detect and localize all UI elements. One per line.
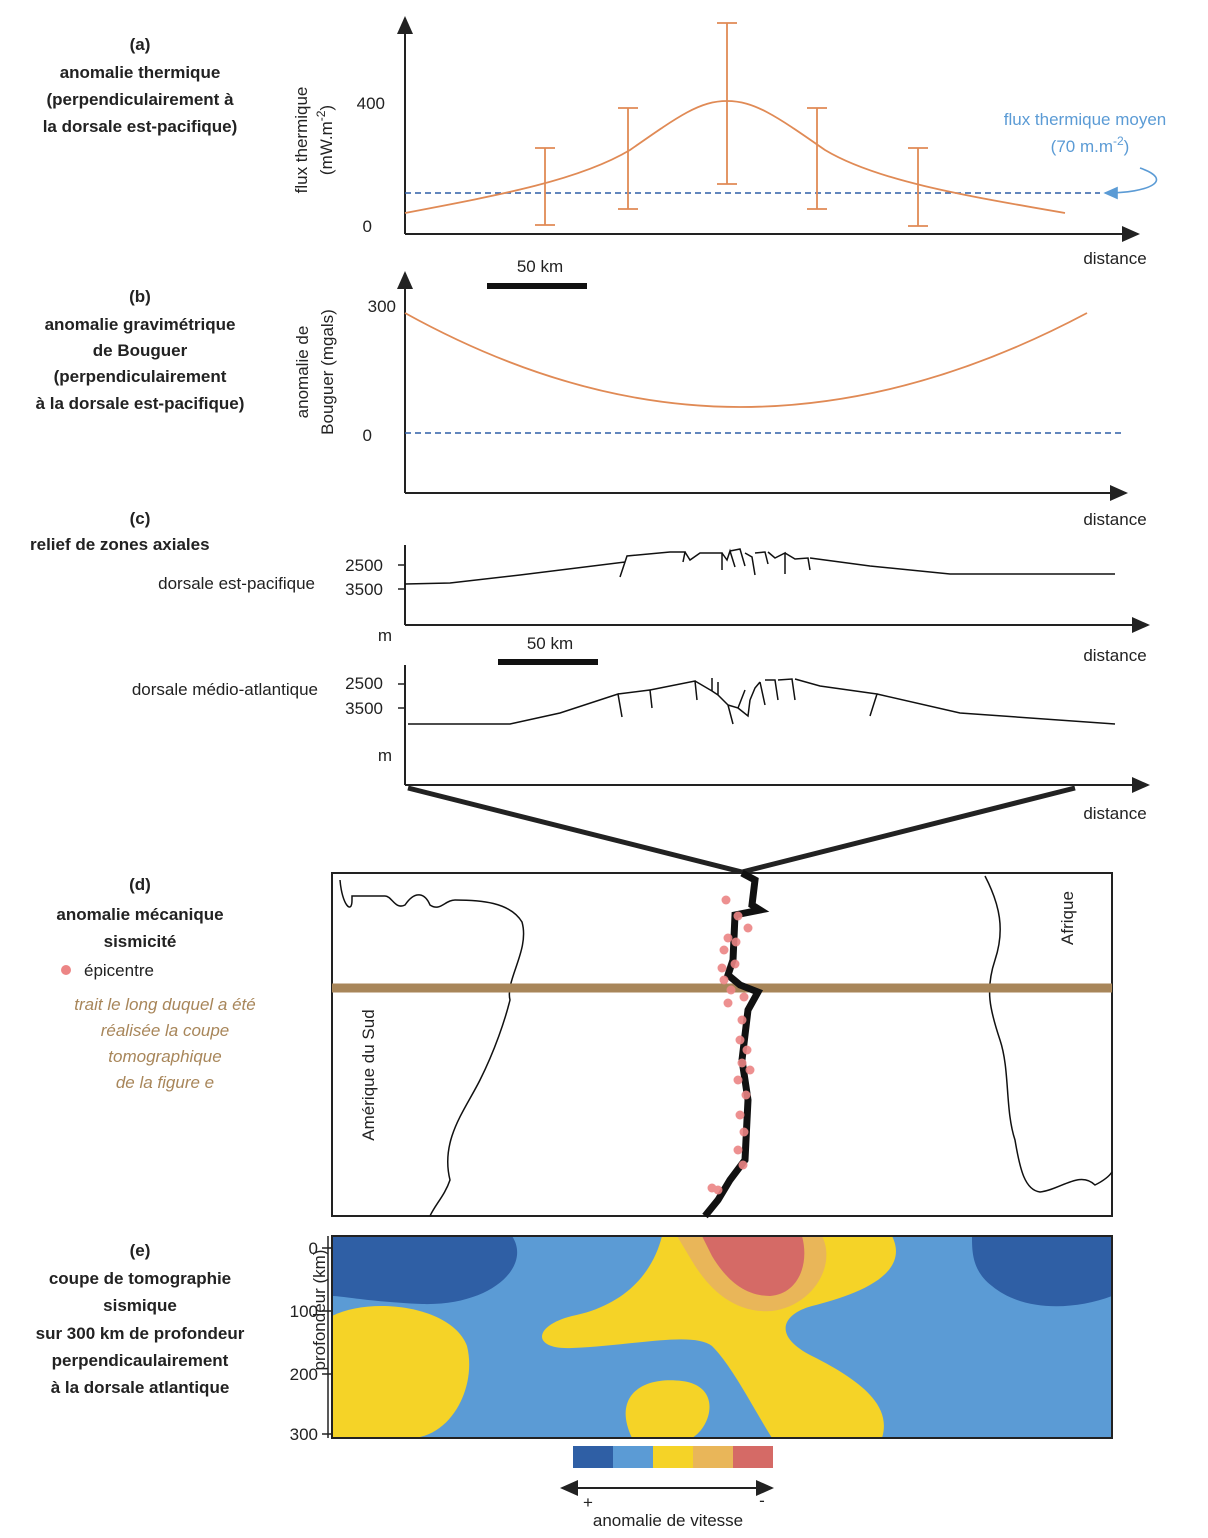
y-label-sup: -2 bbox=[314, 110, 328, 121]
panel-letter: (b) bbox=[129, 287, 151, 306]
panel-title: anomalie mécanique bbox=[56, 905, 223, 924]
y-tick-label: 100 bbox=[290, 1302, 318, 1321]
y-tick-label: 0 bbox=[363, 217, 372, 236]
mean-sup: -2 bbox=[1113, 134, 1124, 148]
panel-title: de Bouguer bbox=[93, 341, 188, 360]
panel-title: (perpendiculairement bbox=[54, 367, 227, 386]
scale-label: 50 km bbox=[527, 634, 573, 653]
y-tick-label: 0 bbox=[309, 1239, 318, 1258]
y-label: anomalie de bbox=[293, 326, 312, 419]
x-label: distance bbox=[1083, 646, 1146, 665]
x-label: distance bbox=[1083, 804, 1146, 823]
relief-profile bbox=[404, 548, 1115, 585]
legend-title: anomalie de vitesse bbox=[593, 1511, 743, 1530]
panel-title: sismicité bbox=[104, 932, 177, 951]
legend-plus: + bbox=[583, 1493, 593, 1512]
legend-dot bbox=[61, 965, 71, 975]
bouguer-curve bbox=[404, 312, 1088, 408]
legend-swatch bbox=[613, 1446, 653, 1468]
relief-profile bbox=[408, 678, 1116, 725]
panel-letter: (d) bbox=[129, 875, 151, 894]
panel-title: anomalie gravimétrique bbox=[45, 315, 236, 334]
panel-d: (d) anomalie mécanique sismicité épicent… bbox=[56, 869, 1113, 1219]
panel-e: (e) coupe de tomographie sismique sur 30… bbox=[36, 1235, 1113, 1530]
y-tick-label: 300 bbox=[368, 297, 396, 316]
legend-label: épicentre bbox=[84, 961, 154, 980]
depth-axis bbox=[322, 1236, 332, 1438]
y-tick-label: 2500 bbox=[345, 556, 383, 575]
error-bars bbox=[535, 22, 928, 227]
zoom-lines bbox=[407, 785, 1076, 875]
continent-label: Afrique bbox=[1058, 891, 1077, 945]
note: réalisée la coupe bbox=[101, 1021, 230, 1040]
y-label: flux thermique bbox=[292, 87, 311, 194]
legend-swatch bbox=[693, 1446, 733, 1468]
y-label: (mW.m-2) bbox=[314, 105, 336, 175]
mean-text: (70 m.m bbox=[1051, 137, 1113, 156]
panel-title: anomalie thermique bbox=[60, 63, 221, 82]
x-label: distance bbox=[1083, 249, 1146, 268]
panel-a: (a) anomalie thermique (perpendiculairem… bbox=[43, 16, 1167, 289]
map-frame bbox=[331, 872, 1113, 1217]
ridge-name: dorsale est-pacifique bbox=[158, 574, 315, 593]
mean-value: (70 m.m-2) bbox=[1051, 134, 1130, 156]
scale-label: 50 km bbox=[517, 257, 563, 276]
note: de la figure e bbox=[116, 1073, 214, 1092]
legend-swatch bbox=[733, 1446, 773, 1468]
panel-letter: (a) bbox=[130, 35, 151, 54]
heat-curve bbox=[404, 100, 1066, 214]
legend-swatch bbox=[653, 1446, 693, 1468]
y-label-text: (mW.m bbox=[317, 121, 336, 175]
y-tick-label: 300 bbox=[290, 1425, 318, 1444]
y-tick-label: 200 bbox=[290, 1365, 318, 1384]
legend-swatch bbox=[573, 1446, 613, 1468]
panel-title: perpendicaulairement bbox=[52, 1351, 229, 1370]
panel-title: relief de zones axiales bbox=[30, 535, 210, 554]
panel-title: à la dorsale atlantique bbox=[51, 1378, 230, 1397]
legend-minus: - bbox=[759, 1491, 765, 1510]
tick-marks bbox=[398, 683, 405, 709]
africa-coast bbox=[984, 875, 1113, 1193]
south-america-coast bbox=[339, 879, 525, 1217]
tomography-frame bbox=[331, 1235, 1113, 1439]
mean-label: flux thermique moyen bbox=[1004, 110, 1167, 129]
panel-title: sismique bbox=[103, 1296, 177, 1315]
panel-letter: (c) bbox=[130, 509, 151, 528]
continent-label: Amérique du Sud bbox=[359, 1009, 378, 1140]
y-tick-label: 400 bbox=[357, 94, 385, 113]
y-tick-label: 2500 bbox=[345, 674, 383, 693]
y-tick-label: 3500 bbox=[345, 699, 383, 718]
ridge-name: dorsale médio-atlantique bbox=[132, 680, 318, 699]
unit: m bbox=[378, 746, 392, 765]
y-label: profondeur (km) bbox=[310, 1250, 329, 1371]
panel-title: la dorsale est-pacifique) bbox=[43, 117, 238, 136]
y-label: Bouguer (mgals) bbox=[318, 309, 337, 435]
panel-title: coupe de tomographie bbox=[49, 1269, 231, 1288]
y-tick-label: 3500 bbox=[345, 580, 383, 599]
panel-title: à la dorsale est-pacifique) bbox=[36, 394, 245, 413]
unit: m bbox=[378, 626, 392, 645]
panel-letter: (e) bbox=[130, 1241, 151, 1260]
y-label-after: ) bbox=[317, 105, 336, 111]
y-tick-label: 0 bbox=[363, 426, 372, 445]
note: tomographique bbox=[108, 1047, 221, 1066]
mean-arrow bbox=[1103, 167, 1158, 200]
panel-c: (c) relief de zones axiales dorsale est-… bbox=[30, 509, 1150, 875]
tomography bbox=[332, 1236, 1112, 1438]
panel-b: (b) anomalie gravimétrique de Bouguer (p… bbox=[36, 271, 1147, 529]
ridge-axis bbox=[702, 869, 770, 1219]
panel-title: (perpendiculairement à bbox=[46, 90, 234, 109]
tick-marks bbox=[398, 564, 405, 590]
note: trait le long duquel a été bbox=[74, 995, 255, 1014]
epicenters bbox=[707, 895, 755, 1195]
mean-after: ) bbox=[1124, 137, 1130, 156]
x-label: distance bbox=[1083, 510, 1146, 529]
panel-title: sur 300 km de profondeur bbox=[36, 1324, 245, 1343]
